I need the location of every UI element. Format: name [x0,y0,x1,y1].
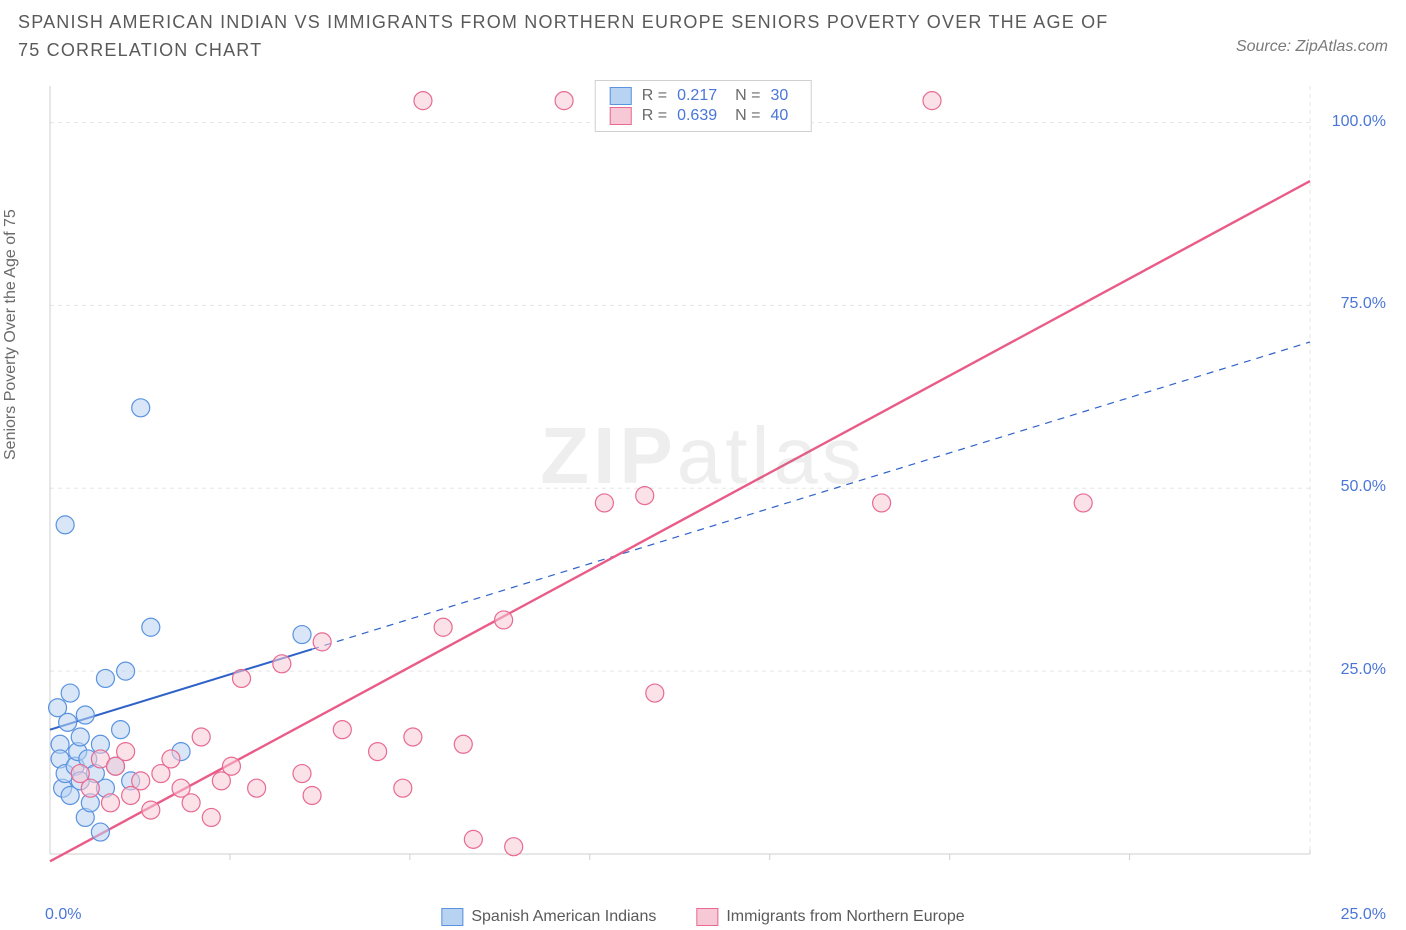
legend-item-0: Spanish American Indians [441,908,656,926]
legend-label-1: Immigrants from Northern Europe [726,908,964,926]
swatch-1 [610,107,632,125]
y-tick-1: 50.0% [1341,478,1386,496]
legend-swatch-0 [441,908,463,926]
y-tick-3: 100.0% [1332,113,1386,131]
x-tick-1: 25.0% [1341,906,1386,924]
swatch-0 [610,87,632,105]
source-label: Source: ZipAtlas.com [1236,38,1388,56]
stats-row-1: R = 0.639 N = 40 [610,106,797,126]
y-tick-2: 75.0% [1341,295,1386,313]
scatter-plot [45,76,1385,886]
y-axis-label: Seniors Poverty Over the Age of 75 [2,209,20,460]
legend-swatch-1 [696,908,718,926]
stats-row-0: R = 0.217 N = 30 [610,86,797,106]
chart-title: SPANISH AMERICAN INDIAN VS IMMIGRANTS FR… [18,8,1118,64]
r-value-0: 0.217 [677,87,717,105]
legend: Spanish American Indians Immigrants from… [441,908,964,926]
n-value-0: 30 [770,87,788,105]
header: SPANISH AMERICAN INDIAN VS IMMIGRANTS FR… [18,8,1388,64]
stats-legend: R = 0.217 N = 30 R = 0.639 N = 40 [595,80,812,132]
legend-item-1: Immigrants from Northern Europe [696,908,964,926]
x-tick-0: 0.0% [45,906,81,924]
n-value-1: 40 [770,107,788,125]
chart-svg [45,76,1385,886]
y-tick-0: 25.0% [1341,661,1386,679]
legend-label-0: Spanish American Indians [471,908,656,926]
r-value-1: 0.639 [677,107,717,125]
